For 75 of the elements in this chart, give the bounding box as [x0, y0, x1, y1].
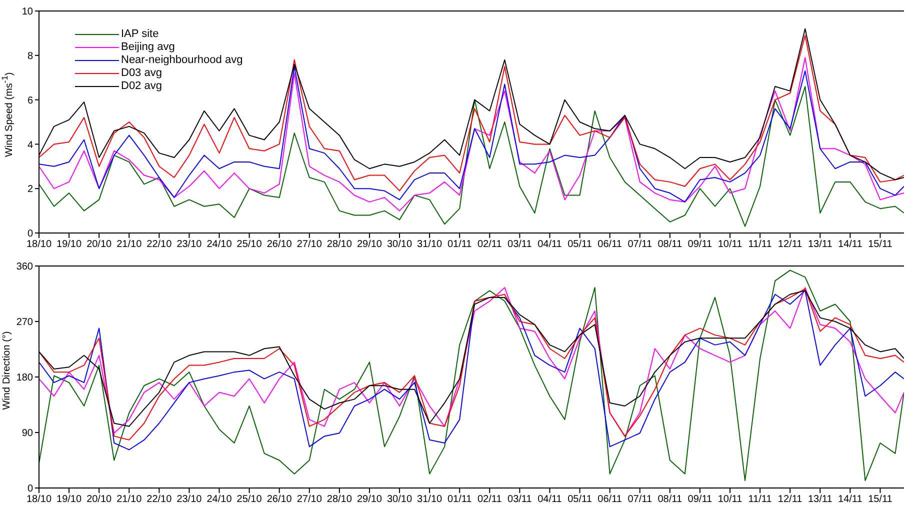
- y-tick-label: 8: [27, 50, 34, 62]
- x-tick-label: 15/11: [868, 239, 893, 250]
- x-tick-label: 20/10: [86, 494, 112, 506]
- x-tick-label: 06/11: [598, 494, 622, 506]
- y-tick-label: 0: [27, 484, 34, 495]
- x-tick-label: 22/10: [146, 239, 172, 250]
- y-tick-label: 2: [27, 184, 34, 196]
- x-tick-label: 07/11: [628, 239, 652, 250]
- x-tick-label: 12/11: [778, 494, 803, 506]
- x-tick-label: 26/10: [266, 239, 292, 250]
- x-tick-label: 29/10: [356, 239, 382, 250]
- legend-label: D02 avg: [121, 80, 162, 93]
- x-tick-label: 09/11: [688, 239, 713, 250]
- x-tick-label: 23/10: [176, 494, 202, 506]
- x-tick-label: 24/10: [206, 239, 232, 250]
- x-tick-label: 09/11: [688, 494, 713, 506]
- x-tick-label: 10/11: [718, 239, 743, 250]
- x-tick-label: 08/11: [658, 239, 682, 250]
- y-tick-label: 4: [27, 140, 34, 151]
- x-tick-label: 20/10: [86, 239, 112, 250]
- x-tick-label: 29/10: [356, 494, 382, 506]
- x-tick-label: 19/10: [56, 239, 82, 250]
- x-tick-label: 21/10: [116, 239, 142, 250]
- x-tick-label: 08/11: [658, 494, 682, 506]
- x-tick-label: 30/10: [387, 239, 412, 250]
- legend-label: Beijing avg: [121, 41, 175, 54]
- x-tick-label: 18/10: [26, 494, 52, 506]
- x-tick-label: 03/11: [508, 494, 532, 506]
- x-tick-label: 11/11: [748, 239, 772, 250]
- legend-label: Near-neighbourhood avg: [121, 54, 243, 67]
- legend-label: D03 avg: [121, 67, 162, 80]
- x-tick-label: 05/11: [568, 494, 592, 506]
- y-tick-label: 180: [16, 372, 34, 384]
- x-tick-label: 22/10: [146, 494, 172, 506]
- y-tick-label: 6: [27, 95, 34, 106]
- y-tick-label: 270: [16, 317, 34, 328]
- x-tick-label: 03/11: [508, 239, 532, 250]
- x-tick-label: 14/11: [838, 494, 863, 506]
- x-tick-label: 31/10: [417, 494, 443, 506]
- x-tick-label: 02/11: [478, 239, 502, 250]
- x-tick-label: 13/11: [808, 239, 833, 250]
- x-tick-label: 24/10: [206, 494, 232, 506]
- x-tick-label: 13/11: [808, 494, 833, 506]
- x-tick-label: 01/11: [447, 494, 472, 506]
- x-tick-label: 25/10: [236, 239, 262, 250]
- y-tick-label: 360: [16, 262, 34, 273]
- x-tick-label: 14/11: [838, 239, 863, 250]
- x-tick-label: 31/10: [417, 239, 443, 250]
- x-tick-label: 10/11: [718, 494, 743, 506]
- x-tick-label: 15/11: [868, 494, 893, 506]
- x-tick-label: 04/11: [538, 239, 562, 250]
- y-tick-label: 10: [22, 6, 34, 18]
- x-tick-label: 18/10: [26, 239, 52, 250]
- x-tick-label: 28/10: [326, 239, 352, 250]
- x-tick-label: 01/11: [447, 239, 472, 250]
- x-tick-label: 11/11: [748, 494, 772, 506]
- y-axis-title: Wind Direction (°): [2, 330, 12, 410]
- x-tick-label: 26/10: [266, 494, 292, 506]
- x-tick-label: 28/10: [326, 494, 352, 506]
- x-tick-label: 07/11: [628, 494, 652, 506]
- y-tick-label: 90: [22, 428, 34, 440]
- x-tick-label: 27/10: [296, 239, 322, 250]
- x-tick-label: 30/10: [387, 494, 412, 506]
- x-tick-label: 27/10: [296, 494, 322, 506]
- x-tick-label: 02/11: [478, 494, 502, 506]
- x-tick-label: 23/10: [176, 239, 202, 250]
- y-tick-label: 0: [27, 228, 34, 240]
- x-tick-label: 12/11: [778, 239, 803, 250]
- x-tick-label: 05/11: [568, 239, 592, 250]
- x-tick-label: 25/10: [236, 494, 262, 506]
- x-tick-label: 19/10: [56, 494, 82, 506]
- x-tick-label: 06/11: [598, 239, 622, 250]
- x-tick-label: 21/10: [116, 494, 142, 506]
- x-tick-label: 04/11: [538, 494, 562, 506]
- legend-label: IAP site: [121, 28, 159, 41]
